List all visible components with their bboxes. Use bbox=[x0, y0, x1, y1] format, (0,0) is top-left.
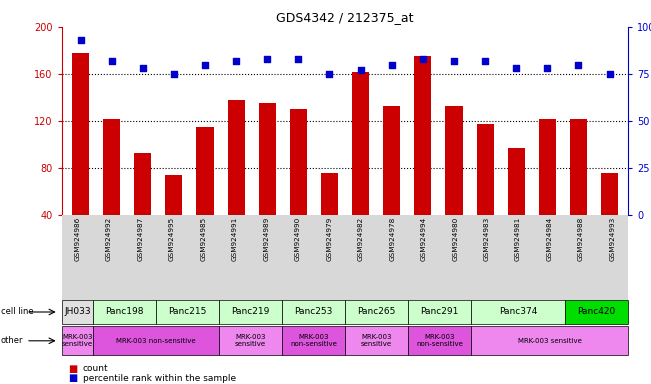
Bar bbox=[258, 103, 276, 262]
Text: GSM924989: GSM924989 bbox=[264, 217, 270, 261]
Text: GSM924990: GSM924990 bbox=[295, 217, 301, 261]
Point bbox=[418, 56, 428, 62]
Point bbox=[387, 61, 397, 68]
Bar bbox=[134, 153, 151, 262]
Point bbox=[542, 65, 553, 71]
Bar bbox=[445, 106, 462, 262]
Bar bbox=[290, 109, 307, 262]
Text: GSM924978: GSM924978 bbox=[389, 217, 395, 261]
Point bbox=[324, 71, 335, 77]
Text: GSM924992: GSM924992 bbox=[106, 217, 112, 261]
Point bbox=[511, 65, 521, 71]
Text: GSM924988: GSM924988 bbox=[578, 217, 584, 261]
Text: JH033: JH033 bbox=[64, 308, 91, 316]
Text: Panc198: Panc198 bbox=[105, 308, 144, 316]
Text: GDS4342 / 212375_at: GDS4342 / 212375_at bbox=[276, 12, 414, 25]
Text: MRK-003
sensitive: MRK-003 sensitive bbox=[62, 334, 93, 347]
Text: MRK-003 non-sensitive: MRK-003 non-sensitive bbox=[117, 338, 196, 344]
Bar bbox=[477, 124, 493, 262]
Point bbox=[293, 56, 303, 62]
Text: Panc219: Panc219 bbox=[232, 308, 270, 316]
Text: ■: ■ bbox=[68, 364, 77, 374]
Bar bbox=[508, 148, 525, 262]
Text: MRK-003
non-sensitive: MRK-003 non-sensitive bbox=[290, 334, 337, 347]
Text: GSM924979: GSM924979 bbox=[326, 217, 332, 261]
Point bbox=[604, 71, 615, 77]
Text: GSM924986: GSM924986 bbox=[75, 217, 81, 261]
Text: MRK-003 sensitive: MRK-003 sensitive bbox=[518, 338, 581, 344]
Bar bbox=[165, 175, 182, 262]
Text: Panc291: Panc291 bbox=[421, 308, 458, 316]
Text: Panc253: Panc253 bbox=[294, 308, 333, 316]
Text: cell line: cell line bbox=[1, 308, 33, 316]
Point bbox=[449, 58, 459, 64]
Point bbox=[200, 61, 210, 68]
Bar bbox=[570, 119, 587, 262]
Text: GSM924982: GSM924982 bbox=[358, 217, 364, 261]
Bar bbox=[601, 173, 618, 262]
Bar bbox=[321, 173, 338, 262]
Point bbox=[355, 67, 366, 73]
Text: GSM924995: GSM924995 bbox=[169, 217, 175, 261]
Bar bbox=[539, 119, 556, 262]
Text: other: other bbox=[1, 336, 23, 345]
Point bbox=[574, 61, 584, 68]
Point bbox=[480, 58, 490, 64]
Text: GSM924981: GSM924981 bbox=[515, 217, 521, 261]
Text: GSM924994: GSM924994 bbox=[421, 217, 426, 261]
Point bbox=[76, 37, 86, 43]
Text: MRK-003
sensitive: MRK-003 sensitive bbox=[235, 334, 266, 347]
Text: GSM924984: GSM924984 bbox=[547, 217, 553, 261]
Text: Panc420: Panc420 bbox=[577, 308, 616, 316]
Point bbox=[231, 58, 242, 64]
Text: GSM924987: GSM924987 bbox=[137, 217, 143, 261]
Text: ■: ■ bbox=[68, 373, 77, 383]
Bar bbox=[383, 106, 400, 262]
Text: Panc265: Panc265 bbox=[357, 308, 396, 316]
Bar bbox=[72, 53, 89, 262]
Bar bbox=[197, 127, 214, 262]
Text: Panc215: Panc215 bbox=[169, 308, 207, 316]
Text: GSM924980: GSM924980 bbox=[452, 217, 458, 261]
Text: count: count bbox=[83, 364, 108, 373]
Point bbox=[169, 71, 179, 77]
Bar bbox=[228, 100, 245, 262]
Bar bbox=[103, 119, 120, 262]
Text: GSM924991: GSM924991 bbox=[232, 217, 238, 261]
Text: Panc374: Panc374 bbox=[499, 308, 537, 316]
Text: MRK-003
non-sensitive: MRK-003 non-sensitive bbox=[416, 334, 463, 347]
Text: GSM924985: GSM924985 bbox=[201, 217, 206, 261]
Text: GSM924993: GSM924993 bbox=[609, 217, 615, 261]
Text: GSM924983: GSM924983 bbox=[484, 217, 490, 261]
Text: percentile rank within the sample: percentile rank within the sample bbox=[83, 374, 236, 383]
Bar bbox=[352, 71, 369, 262]
Point bbox=[137, 65, 148, 71]
Text: MRK-003
sensitive: MRK-003 sensitive bbox=[361, 334, 392, 347]
Bar bbox=[414, 56, 432, 262]
Point bbox=[106, 58, 117, 64]
Point bbox=[262, 56, 272, 62]
